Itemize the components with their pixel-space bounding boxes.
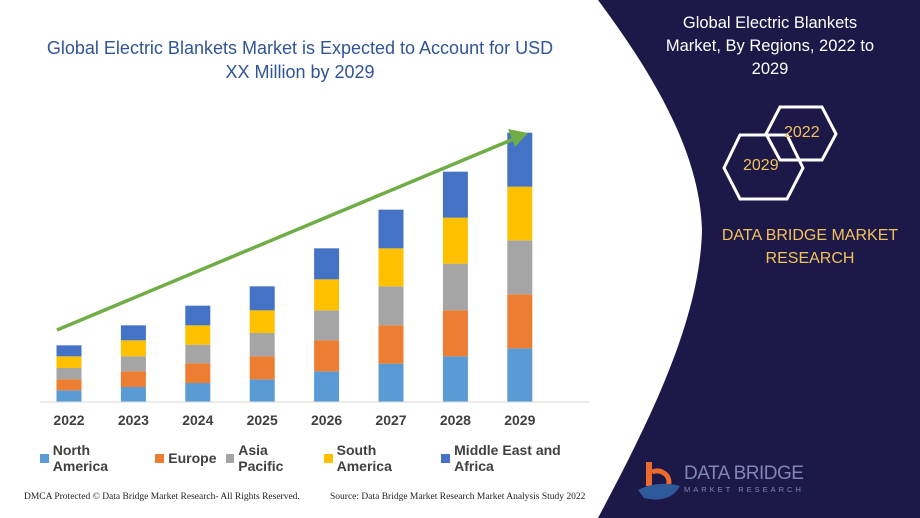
brand-text: DATA BRIDGE MARKET RESEARCH [721,227,899,267]
legend-swatch [323,453,333,463]
x-tick-label: 2025 [246,412,278,428]
bar-segment-2022-0 [56,390,82,402]
bar-segment-2023-1 [120,371,146,387]
bar-segment-2029-0 [507,348,533,402]
legend-label: South America [336,442,392,474]
legend-label: Europe [168,450,217,466]
bar-segment-2028-2 [442,263,468,311]
legend-swatch [225,453,235,463]
legend-label: Middle East and Africa [454,442,561,474]
bar-segment-2027-4 [378,209,404,249]
bar-segment-2029-1 [507,294,533,349]
x-tick-label: 2023 [117,412,149,428]
legend-swatch [40,453,49,463]
trend-arrow [56,136,517,332]
bar-segment-2022-4 [56,345,82,357]
legend-item: Europe [155,442,217,474]
legend-label: North America [52,442,109,474]
x-tick-label: 2022 [53,412,85,428]
dmca-notice: DMCA Protected © Data Bridge Market Rese… [24,492,300,502]
legend: North America Europe Asia Pacific South … [40,442,600,474]
bar-segment-2023-2 [120,356,146,372]
bar-segment-2029-3 [507,186,533,241]
bar-segment-2026-4 [314,248,340,280]
bar-segment-2029-2 [507,240,533,295]
x-tick-label: 2029 [504,412,536,428]
x-tick-label: 2024 [182,412,214,428]
legend-label: Asia Pacific [238,442,284,474]
x-tick-label: 2028 [439,412,471,428]
bar-segment-2024-2 [185,344,211,364]
bar-segment-2027-0 [378,363,404,402]
hex-label-2029: 2029 [743,157,779,174]
bar-segment-2024-0 [185,383,211,402]
bar-segment-2022-2 [56,368,82,380]
right-panel [598,0,920,518]
bar-segment-2025-4 [249,286,275,311]
legend-item: Asia Pacific [225,442,315,474]
bar-segment-2025-3 [249,310,275,333]
bar-segment-2026-3 [314,279,340,311]
hexagon-2029 [722,133,805,201]
legend-swatch [155,453,165,463]
logo-subtext: MARKET RESEARCH [684,485,804,494]
bar-segment-2026-0 [314,371,340,402]
legend-swatch [441,453,451,463]
bar-segment-2027-3 [378,248,404,287]
side-title: Global Electric Blankets Market, By Regi… [665,14,875,78]
legend-item: Middle East and Africa [441,442,600,474]
x-tick-label: 2027 [375,412,407,428]
bar-segment-2026-2 [314,310,340,341]
bar-segment-2024-4 [185,305,211,326]
legend-item: South America [323,442,433,474]
bar-segment-2028-4 [442,171,468,218]
legend-item: North America [40,442,146,474]
chart-area [56,132,533,402]
bar-segment-2022-1 [56,379,82,391]
bar-segment-2025-2 [249,333,275,357]
bar-segment-2022-3 [56,356,82,368]
chart-title: Global Electric Blankets Market is Expec… [46,38,554,82]
logo-icon [638,462,680,500]
bar-segment-2023-4 [120,325,146,341]
hex-label-2022: 2022 [784,124,820,141]
source-note: Source: Data Bridge Market Research Mark… [330,492,586,502]
bar-segment-2023-3 [120,340,146,357]
trend-arrowhead [508,129,528,147]
logo-text: DATA BRIDGE [684,463,804,484]
x-tick-label: 2026 [311,412,343,428]
bar-segment-2027-1 [378,325,404,364]
bar-segment-2023-0 [120,387,146,402]
bar-segment-2025-0 [249,379,275,402]
bar-segment-2027-2 [378,286,404,326]
bar-segment-2028-1 [442,310,468,357]
bar-segment-2028-3 [442,217,468,264]
bar-segment-2026-1 [314,340,340,372]
bar-segment-2025-1 [249,356,275,380]
bar-segment-2024-3 [185,325,211,345]
bar-segment-2028-0 [442,356,468,402]
bar-segment-2024-1 [185,363,211,383]
